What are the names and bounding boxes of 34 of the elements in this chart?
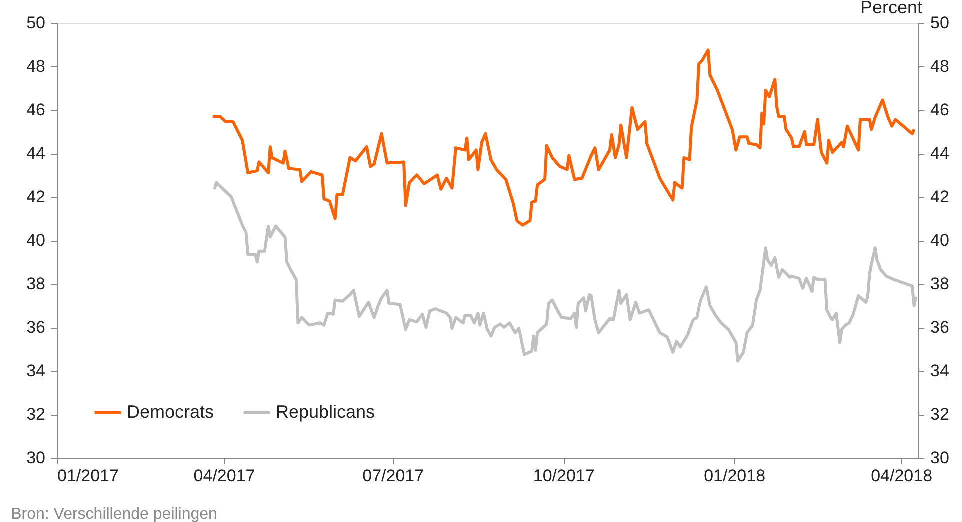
x-tick-label: 07/2017 <box>362 466 424 486</box>
x-tick-label: 04/2017 <box>194 466 256 486</box>
y-tick-label: 38 <box>26 274 46 294</box>
y-tick-label: 42 <box>26 188 46 206</box>
y2-tick-label: 50 <box>930 14 950 32</box>
y-tick-label: 40 <box>26 231 46 250</box>
y-tick-label: 46 <box>26 100 46 120</box>
y-tick-label: 32 <box>26 405 46 424</box>
y2-tick-label: 46 <box>930 100 950 120</box>
line-series <box>211 48 916 227</box>
x-tick-label: 04/2018 <box>871 466 933 486</box>
y2-tick-label: 38 <box>930 274 950 294</box>
y-tick-label: 44 <box>26 144 46 163</box>
y2-tick-label: 42 <box>930 188 950 206</box>
legend-label: Republicans <box>276 402 376 422</box>
x-tick-label: 01/2017 <box>58 466 119 486</box>
legend-label: Democrats <box>127 402 214 422</box>
x-tick-label: 01/2018 <box>704 466 766 486</box>
y-tick-label: 36 <box>26 318 46 337</box>
y2-tick-label: 40 <box>930 231 950 250</box>
line-series <box>213 181 918 363</box>
y-tick-label: 48 <box>26 57 46 76</box>
y2-tick-label: 32 <box>930 405 950 424</box>
text: Bron: Verschillende peilingen <box>11 506 218 522</box>
y2-axis-title: Percent <box>860 0 922 18</box>
y2-tick-label: 34 <box>930 362 950 380</box>
y2-tick-label: 48 <box>930 57 950 76</box>
y-tick-label: 30 <box>26 448 46 468</box>
y2-tick-label: 44 <box>930 144 950 163</box>
y-tick-label: 34 <box>26 362 46 380</box>
y-tick-label: 50 <box>26 14 46 32</box>
y2-tick-label: 36 <box>930 318 950 337</box>
y2-tick-label: 30 <box>930 448 950 468</box>
x-tick-label: 10/2017 <box>533 466 595 486</box>
